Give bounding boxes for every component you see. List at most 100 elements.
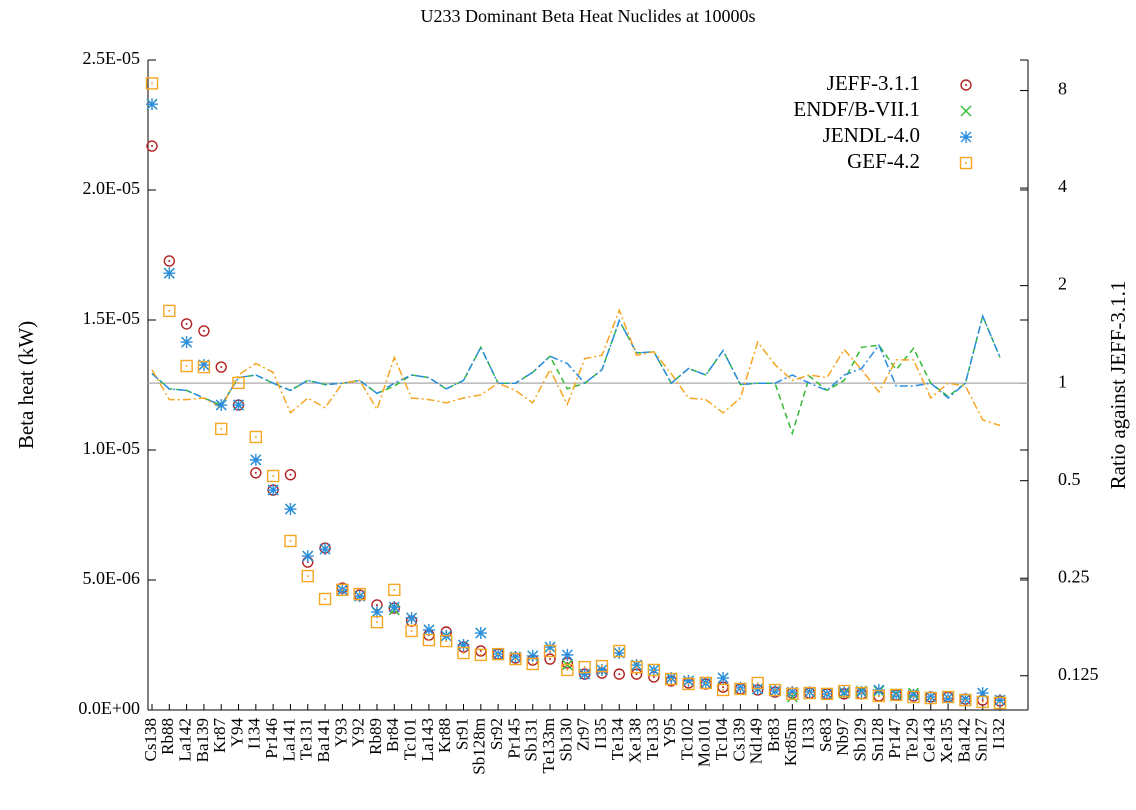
marker-part (803, 686, 816, 699)
marker-part (717, 672, 730, 685)
marker-part (566, 668, 569, 671)
marker-part (965, 84, 967, 86)
marker-part (324, 597, 327, 600)
point (768, 683, 782, 697)
x-tick-label: Tc102 (677, 718, 696, 760)
marker-part (907, 690, 920, 704)
marker-part (198, 325, 210, 337)
marker-part (163, 255, 176, 267)
x-tick-label: Ba142 (954, 718, 973, 762)
point (163, 267, 176, 280)
x-tick-label: Sb130 (556, 718, 575, 761)
ratio-line (151, 308, 1001, 427)
marker-part (960, 79, 972, 91)
x-tick-label: Te129 (902, 718, 921, 760)
legend-label: JEFF-3.1.1 (827, 71, 920, 95)
marker-part (889, 688, 903, 702)
marker-part (786, 686, 799, 699)
y2-tick-label: 0.25 (1058, 566, 1090, 586)
point (543, 644, 557, 658)
x-tick-label: Pr145 (504, 718, 523, 759)
point (197, 358, 210, 371)
marker-part (202, 329, 205, 332)
marker-part (924, 691, 937, 703)
marker-part (375, 603, 378, 606)
marker-part (716, 683, 730, 697)
x-tick-label: Te134 (608, 718, 627, 761)
marker-part (825, 692, 828, 695)
point (388, 601, 401, 614)
marker-part (497, 653, 500, 656)
marker-part (959, 156, 973, 170)
point (457, 646, 470, 660)
marker-part (855, 686, 868, 699)
marker-part (543, 644, 557, 658)
marker-part (976, 695, 989, 709)
marker-part (803, 686, 816, 700)
legend-label: JENDL-4.0 (823, 123, 920, 147)
marker-part (318, 592, 332, 606)
point (509, 650, 522, 663)
marker-part (146, 98, 158, 111)
point (976, 695, 989, 709)
marker-part (284, 503, 297, 516)
marker-part (440, 634, 453, 648)
marker-part (220, 366, 223, 369)
point (180, 318, 193, 330)
point (146, 140, 158, 152)
point (682, 674, 695, 687)
x-tick-label: Xe135 (937, 718, 956, 763)
x-tick-label: I132 (989, 718, 1008, 749)
marker-part (595, 663, 608, 676)
legend-marker (960, 79, 972, 91)
point (544, 653, 556, 665)
marker-part (427, 639, 430, 642)
marker-part (370, 605, 383, 618)
marker-part (474, 648, 488, 662)
point (769, 685, 782, 698)
marker-part (769, 685, 782, 698)
marker-part (445, 640, 448, 643)
marker-part (600, 665, 603, 668)
marker-part (843, 690, 846, 693)
point (197, 360, 211, 374)
point (855, 686, 868, 699)
marker-part (838, 686, 851, 699)
marker-part (422, 623, 435, 636)
marker-part (786, 687, 799, 701)
point (163, 255, 176, 267)
point (630, 659, 643, 672)
point (370, 615, 384, 629)
marker-part (249, 453, 262, 466)
point (284, 503, 297, 516)
marker-part (960, 105, 972, 117)
point (734, 682, 747, 696)
point (215, 422, 228, 436)
marker-part (151, 82, 153, 85)
point (318, 592, 332, 606)
marker-part (947, 696, 950, 698)
point (422, 623, 435, 636)
x-tick-label: I133 (799, 718, 818, 749)
point (215, 361, 227, 373)
point (370, 605, 383, 618)
marker-part (232, 399, 245, 412)
x-tick-label: Mo101 (695, 718, 714, 767)
marker-part (180, 359, 193, 373)
marker-part (613, 668, 625, 680)
x-tick-label: Sb129 (850, 718, 869, 761)
point (734, 681, 747, 694)
marker-part (319, 543, 332, 556)
marker-part (509, 650, 522, 663)
x-tick-label: Br84 (383, 718, 402, 753)
point (872, 689, 886, 703)
x-tick-label: Ba141 (314, 718, 333, 762)
marker-part (163, 267, 176, 280)
marker-part (284, 534, 297, 548)
marker-part (410, 629, 413, 632)
point (786, 686, 799, 699)
marker-part (960, 131, 972, 143)
marker-part (215, 399, 228, 412)
point (266, 469, 280, 483)
point (561, 648, 574, 661)
